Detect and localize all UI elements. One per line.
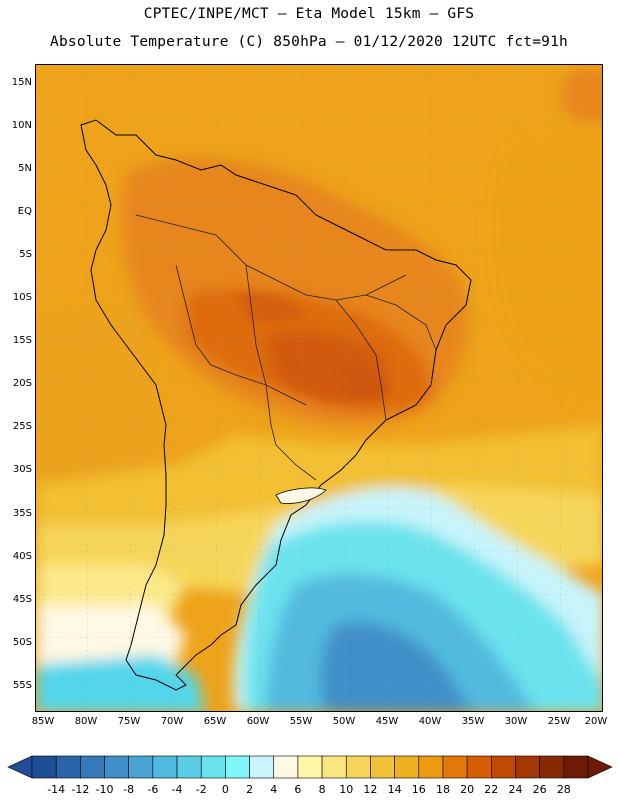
colorbar-label: -6 (147, 783, 159, 796)
lon-label-25w: 25W (547, 716, 571, 727)
lat-label-25s: 25S (12, 421, 32, 432)
colorbar-swatch (394, 755, 420, 779)
colorbar-swatch (466, 755, 492, 779)
lon-label-70w: 70W (160, 716, 184, 727)
colorbar-swatch (345, 755, 371, 779)
lon-label-65w: 65W (203, 716, 227, 727)
colorbar-label: 14 (387, 783, 402, 796)
lon-label-35w: 35W (461, 716, 485, 727)
colorbar-label: -12 (71, 783, 90, 796)
colorbar-label: 26 (532, 783, 547, 796)
lon-label-80w: 80W (74, 716, 98, 727)
lat-label-30s: 30S (12, 464, 32, 475)
lat-label-20s: 20S (12, 378, 32, 389)
temperature-field (36, 65, 602, 711)
colorbar-swatch (225, 755, 250, 779)
lat-label-5n: 5N (18, 163, 32, 174)
map-subtitle: Absolute Temperature (C) 850hPa – 01/12/… (50, 34, 568, 50)
colorbar-label: -10 (95, 783, 114, 796)
colorbar-label: 28 (556, 783, 571, 796)
lat-label-15n: 15N (11, 77, 32, 88)
lon-label-60w: 60W (246, 716, 270, 727)
colorbar-swatch (563, 755, 589, 779)
lat-label-55s: 55S (12, 680, 32, 691)
lat-label-50s: 50S (12, 637, 32, 648)
colorbar-swatch (31, 755, 57, 779)
colorbar-label: -14 (47, 783, 66, 796)
lon-label-30w: 30W (504, 716, 528, 727)
colorbar-arrow-high (587, 755, 613, 779)
lat-label-45s: 45S (12, 594, 32, 605)
lon-label-75w: 75W (117, 716, 141, 727)
colorbar-label: 18 (435, 783, 450, 796)
lon-label-45w: 45W (375, 716, 399, 727)
colorbar-swatch (80, 755, 105, 779)
lat-label-eq: EQ (17, 206, 32, 217)
colorbar-label: 6 (294, 783, 302, 796)
colorbar-label: 24 (508, 783, 523, 796)
colorbar-swatch (515, 755, 540, 779)
colorbar-label: -8 (123, 783, 135, 796)
colorbar-swatch (249, 755, 275, 779)
temperature-map (35, 64, 603, 712)
lat-label-40s: 40S (12, 551, 32, 562)
colorbar-label: 16 (411, 783, 426, 796)
colorbar-arrow-low (7, 755, 33, 779)
colorbar-swatch (176, 755, 202, 779)
colorbar-swatch (418, 755, 444, 779)
colorbar-label: 10 (339, 783, 354, 796)
map-title: CPTEC/INPE/MCT – Eta Model 15km – GFS (143, 6, 475, 22)
colorbar-swatch (200, 755, 226, 779)
colorbar-swatch (273, 755, 299, 779)
colorbar-swatch (104, 755, 129, 779)
colorbar-swatch (370, 755, 395, 779)
lat-label-10n: 10N (11, 120, 32, 131)
colorbar-label: 8 (318, 783, 326, 796)
colorbar-label: 12 (363, 783, 378, 796)
lon-label-40w: 40W (418, 716, 442, 727)
colorbar-swatch (539, 755, 565, 779)
lon-label-20w: 20W (584, 716, 608, 727)
lon-label-50w: 50W (332, 716, 356, 727)
lat-label-10s: 10S (12, 292, 32, 303)
colorbar-label: 4 (270, 783, 278, 796)
colorbar-label: -2 (195, 783, 207, 796)
lat-label-35s: 35S (12, 508, 32, 519)
colorbar-swatch (128, 755, 154, 779)
colorbar-label: -4 (171, 783, 183, 796)
lat-label-5s: 5S (19, 249, 32, 260)
color-legend (7, 755, 613, 779)
colorbar-swatch (491, 755, 516, 779)
colorbar-swatch (152, 755, 178, 779)
colorbar-swatch (297, 755, 323, 779)
lat-label-15s: 15S (12, 335, 32, 346)
colorbar-label: 0 (221, 783, 229, 796)
lon-label-85w: 85W (31, 716, 55, 727)
graticule (36, 65, 602, 711)
colorbar-label: 20 (460, 783, 475, 796)
colorbar-swatch (442, 755, 468, 779)
lon-label-55w: 55W (289, 716, 313, 727)
colorbar-swatch (55, 755, 81, 779)
colorbar-swatch (321, 755, 347, 779)
colorbar-label: 22 (484, 783, 499, 796)
colorbar-label: 2 (246, 783, 254, 796)
